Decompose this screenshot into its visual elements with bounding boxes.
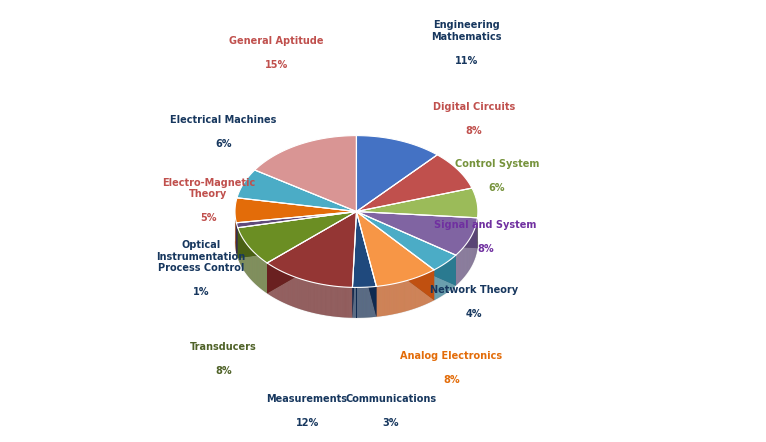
Polygon shape [237,212,356,263]
Polygon shape [356,212,434,300]
Text: Signal and System: Signal and System [434,220,537,230]
Text: 6%: 6% [489,183,505,193]
Text: Communications: Communications [345,394,436,404]
Text: Measurements: Measurements [267,394,348,404]
Polygon shape [235,242,478,318]
Text: General Aptitude: General Aptitude [230,36,324,46]
Polygon shape [267,212,356,293]
Text: 12%: 12% [296,418,319,428]
Polygon shape [237,212,356,253]
Text: 4%: 4% [466,309,483,319]
Text: Transducers: Transducers [190,342,257,352]
Text: Analog Electronics: Analog Electronics [401,351,502,361]
Polygon shape [267,212,356,293]
Polygon shape [356,212,477,248]
Polygon shape [237,212,356,253]
Polygon shape [356,212,456,286]
Polygon shape [255,136,356,212]
Text: Optical
Instrumentation
Process Control: Optical Instrumentation Process Control [156,240,245,273]
Text: 11%: 11% [455,56,478,66]
Text: Control System: Control System [455,159,539,169]
Polygon shape [356,212,376,317]
Polygon shape [356,188,478,218]
Polygon shape [237,170,356,212]
Text: 1%: 1% [192,287,209,297]
Polygon shape [356,212,376,317]
Polygon shape [352,212,376,287]
Polygon shape [356,212,456,270]
Text: 8%: 8% [477,244,494,254]
Polygon shape [237,212,356,228]
Text: Engineering
Mathematics: Engineering Mathematics [431,20,502,42]
Text: Digital Circuits: Digital Circuits [433,102,516,112]
Polygon shape [356,212,434,300]
Polygon shape [235,198,356,223]
Text: Network Theory: Network Theory [430,285,518,295]
Polygon shape [356,212,434,286]
Polygon shape [356,136,437,212]
Polygon shape [352,212,356,318]
Polygon shape [356,212,456,286]
Polygon shape [237,212,356,258]
Text: 6%: 6% [215,139,232,149]
Text: Electrical Machines: Electrical Machines [170,115,277,125]
Text: 8%: 8% [443,375,460,385]
Text: 8%: 8% [215,366,232,376]
Text: 5%: 5% [200,213,217,223]
Text: 8%: 8% [466,126,483,136]
Polygon shape [356,212,477,248]
Polygon shape [352,212,356,318]
Text: Electro-Magnetic
Theory: Electro-Magnetic Theory [162,178,255,199]
Polygon shape [356,155,472,212]
Text: 3%: 3% [382,418,399,428]
Text: 15%: 15% [265,61,288,70]
Polygon shape [237,212,356,258]
Polygon shape [356,212,477,255]
Polygon shape [267,212,356,287]
